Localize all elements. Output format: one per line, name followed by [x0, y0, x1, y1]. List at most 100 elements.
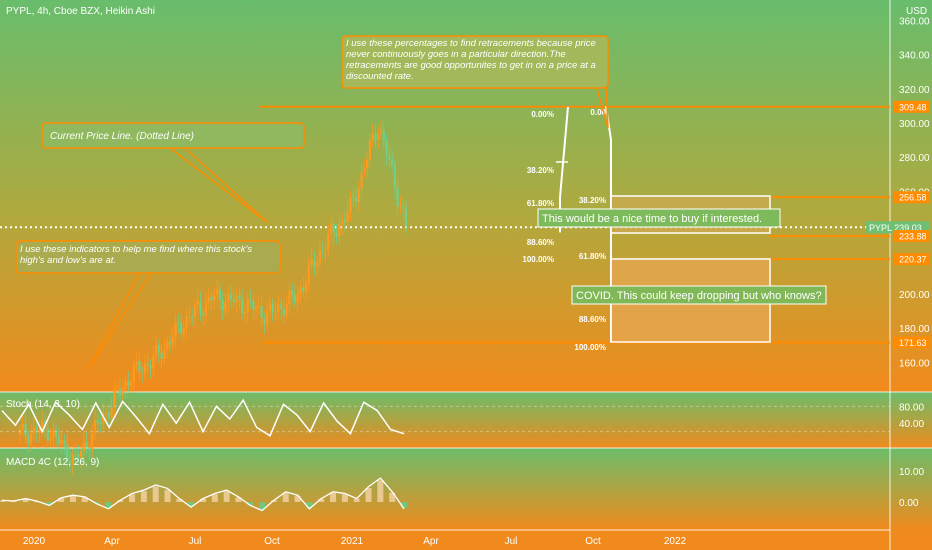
macd-histogram-bar	[105, 502, 112, 509]
macd-histogram-bar	[235, 497, 242, 502]
candle-body	[52, 430, 55, 439]
candle-body	[404, 208, 408, 226]
macd-histogram-bar	[330, 492, 337, 502]
candle-body	[66, 444, 69, 461]
candle-body	[135, 361, 138, 367]
macd-histogram-bar	[164, 489, 171, 502]
candle-body	[146, 363, 149, 366]
price-tick-label: 300.00	[899, 119, 930, 130]
candle-body	[152, 355, 155, 369]
currency-label: USD	[906, 6, 927, 17]
stoch-tick-label: 80.00	[899, 402, 924, 413]
candle-body	[216, 289, 219, 296]
candle-body	[99, 423, 102, 425]
stoch-title[interactable]: Stoch (14, 3, 10)	[6, 399, 80, 410]
candle-body	[218, 289, 222, 300]
covid-callout[interactable]: COVID. This could keep dropping but who …	[571, 285, 827, 305]
time-axis-label: 2021	[341, 536, 364, 547]
current-price-callout[interactable]: Current Price Line. (Dotted Line)	[41, 122, 305, 149]
retracement-callout[interactable]: I use these percentages to find retracem…	[341, 35, 609, 89]
macd-histogram-bar	[93, 502, 100, 504]
candle-body	[235, 295, 238, 303]
macd-histogram-bar	[223, 491, 230, 502]
candle-body	[288, 290, 291, 305]
price-level-badge-label: 233.88	[899, 232, 927, 242]
candle-body	[157, 344, 160, 353]
macd-histogram-bar	[140, 491, 147, 502]
fib-left-label: 0.00%	[531, 110, 554, 119]
candle-body	[110, 407, 113, 419]
macd-line	[1, 477, 405, 512]
candle-body	[143, 363, 147, 373]
macd-histogram-bar	[294, 495, 301, 502]
candle-body	[91, 433, 94, 450]
candle-body	[327, 233, 330, 250]
candle-body	[229, 293, 233, 300]
candle-body	[232, 299, 235, 303]
candle-body	[321, 250, 324, 252]
candle-body	[185, 316, 188, 329]
indicators-callout[interactable]: I use these indicators to help me find w…	[15, 240, 281, 274]
buy-callout[interactable]: This would be a nice time to buy if inte…	[537, 208, 781, 228]
candle-body	[160, 352, 163, 359]
candle-body	[291, 290, 294, 296]
fib-right-label: 88.60%	[579, 315, 606, 324]
candle-body	[343, 219, 347, 223]
callout-pointers	[87, 84, 609, 371]
candle-body	[307, 263, 310, 284]
macd-title[interactable]: MACD 4C (12, 26, 9)	[6, 457, 99, 468]
fib-left-label: 88.60%	[527, 238, 554, 247]
stoch-k-line	[1, 398, 405, 437]
macd-pane-background	[0, 448, 932, 530]
candle-body	[257, 305, 260, 308]
candle-body	[174, 321, 177, 338]
macd-histogram-bar	[211, 494, 218, 502]
candle-body	[32, 427, 35, 434]
price-tick-label: 360.00	[899, 16, 930, 27]
candle-body	[332, 224, 335, 233]
macd-histogram-bar	[318, 498, 325, 502]
fib-left-label: 38.20%	[527, 166, 554, 175]
retracement-note-text: I use these percentages to find retracem…	[346, 38, 596, 82]
chart-title[interactable]: PYPL, 4h, Cboe BZX, Heikin Ashi	[6, 6, 155, 17]
time-axis-labels[interactable]: 2020 Apr Jul Oct 2021 Apr Jul Oct 2022	[23, 536, 687, 547]
fib-right-label: 100.00%	[574, 343, 606, 352]
candle-body	[268, 303, 272, 311]
candle-body	[396, 188, 399, 207]
price-tick-label: 340.00	[899, 51, 930, 62]
candle-body	[27, 436, 30, 444]
time-axis-label: Jul	[189, 536, 202, 547]
fib-left-trend[interactable]	[559, 106, 569, 198]
candle-body	[71, 454, 74, 466]
macd-tick-label: 10.00	[899, 467, 924, 478]
price-level-badge-label: 256.58	[899, 193, 927, 203]
candle-body	[302, 287, 305, 292]
candle-body	[299, 287, 302, 294]
candle-body	[102, 413, 105, 424]
macd-histogram-bar	[259, 502, 266, 510]
time-axis-label: Apr	[423, 536, 439, 547]
candle-body	[35, 427, 38, 433]
candle-body	[227, 293, 230, 303]
candle-body	[316, 262, 319, 267]
time-axis-label: Apr	[104, 536, 120, 547]
candle-body	[246, 299, 249, 313]
macd-histogram-bar	[0, 500, 5, 502]
candle-body	[82, 442, 85, 452]
candle-body	[377, 132, 380, 140]
candle-body	[182, 328, 185, 334]
candle-body	[379, 130, 383, 133]
candle-body	[207, 297, 210, 303]
candle-body	[349, 197, 352, 212]
candle-body	[266, 310, 269, 324]
stoch-pane-background	[0, 392, 932, 448]
macd-indicator: 10.00 0.00	[0, 467, 924, 512]
candle-body	[279, 304, 283, 309]
candle-body	[141, 371, 144, 373]
candle-body	[368, 140, 371, 161]
indicators-note-text: I use these indicators to help me find w…	[20, 244, 253, 266]
candle-body	[193, 304, 197, 318]
macd-histogram-bar	[341, 494, 348, 502]
price-level-badge	[893, 253, 930, 266]
